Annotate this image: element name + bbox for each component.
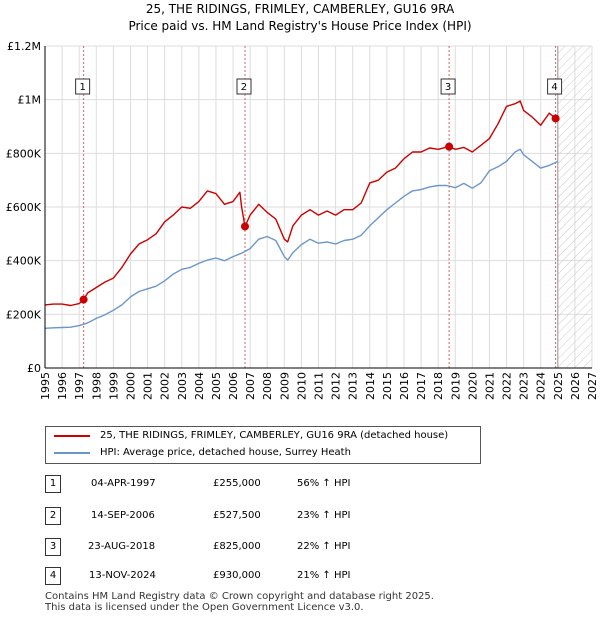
sale-date: 04-APR-1997 (91, 478, 156, 489)
x-tick-label: 1997 (73, 372, 86, 400)
x-tick-label: 2020 (466, 372, 479, 400)
sale-point (445, 142, 454, 151)
sale-hpi-delta: 23% ↑ HPI (297, 510, 351, 521)
x-tick-label: 2025 (552, 372, 565, 400)
footer-licence: This data is licensed under the Open Gov… (45, 602, 364, 613)
sale-hpi-delta: 22% ↑ HPI (297, 541, 351, 552)
sale-label-box (236, 78, 252, 95)
x-tick-label: 2022 (501, 372, 514, 400)
sale-price: £527,500 (213, 510, 261, 521)
legend-label-property: 25, THE RIDINGS, FRIMLEY, CAMBERLEY, GU1… (100, 430, 449, 441)
x-tick-label: 2008 (261, 372, 274, 400)
sale-date: 13-NOV-2024 (89, 570, 156, 581)
series-lines (44, 100, 559, 329)
legend: 25, THE RIDINGS, FRIMLEY, CAMBERLEY, GU1… (45, 426, 481, 464)
x-tick-label: 2007 (244, 372, 257, 400)
x-tick-label: 2023 (518, 372, 531, 400)
sale-label-box (547, 78, 563, 95)
hpi-series-line (44, 148, 559, 329)
sale-label-number: 4 (551, 82, 557, 93)
chart-title: 25, THE RIDINGS, FRIMLEY, CAMBERLEY, GU1… (146, 2, 455, 16)
x-tick-label: 2024 (535, 372, 548, 400)
y-tick-label: £400K (6, 255, 42, 268)
chart-subtitle: Price paid vs. HM Land Registry's House … (128, 19, 471, 33)
forecast-hatch (557, 46, 592, 368)
sale-hpi-delta: 56% ↑ HPI (297, 478, 351, 489)
sale-point (240, 222, 249, 231)
sale-points (79, 114, 560, 304)
sale-date: 23-AUG-2018 (88, 541, 156, 552)
x-tick-label: 2003 (176, 372, 189, 400)
sale-price: £825,000 (213, 541, 261, 552)
sale-point (551, 114, 560, 123)
x-tick-label: 2027 (586, 372, 599, 400)
sale-price: £930,000 (213, 570, 261, 581)
x-tick-label: 2006 (227, 372, 240, 400)
x-tick-label: 2014 (364, 372, 377, 400)
sale-number: 4 (45, 567, 61, 585)
sale-labels: 1 2 3 4 (75, 78, 563, 95)
x-tick-label: 2017 (415, 372, 428, 400)
footer-copyright: Contains HM Land Registry data © Crown c… (45, 591, 434, 602)
x-tick-label: 2010 (295, 372, 308, 400)
x-tick-label: 1996 (56, 372, 69, 400)
sale-label-number: 3 (445, 82, 451, 93)
forecast-region (557, 46, 592, 368)
y-tick-label: £1M (18, 94, 42, 107)
price-chart: 25, THE RIDINGS, FRIMLEY, CAMBERLEY, GU1… (6, 2, 599, 400)
x-tick-label: 2013 (347, 372, 360, 400)
y-tick-label: £800K (6, 147, 42, 160)
x-tick-label: 2012 (330, 372, 343, 400)
x-tick-label: 2002 (159, 372, 172, 400)
x-tick-label: 1998 (90, 372, 103, 400)
sale-number: 1 (45, 475, 61, 493)
axes: £0 £200K £400K £600K £800K £1M £1.2M 1995 1996 19… (6, 40, 599, 400)
sale-hpi-delta: 21% ↑ HPI (297, 570, 351, 581)
y-tick-label: £200K (6, 308, 42, 321)
grid-lines (44, 45, 593, 369)
x-tick-label: 2005 (210, 372, 223, 400)
x-tick-label: 2001 (142, 372, 155, 400)
legend-label-hpi: HPI: Average price, detached house, Surr… (100, 447, 351, 458)
y-tick-label: £600K (6, 201, 42, 214)
x-tick-label: 1995 (39, 372, 52, 400)
sale-label-box (440, 78, 456, 95)
sale-number: 2 (45, 507, 61, 525)
x-tick-label: 2015 (381, 372, 394, 400)
sale-date-lines (83, 46, 557, 368)
y-tick-label: £0 (27, 362, 41, 375)
sale-price: £255,000 (213, 478, 261, 489)
sale-label-number: 1 (79, 82, 85, 93)
sale-point (79, 295, 88, 304)
y-tick-label: £1.2M (7, 40, 41, 53)
legend-swatch-hpi (54, 452, 90, 454)
sale-date: 14-SEP-2006 (91, 510, 155, 521)
x-tick-label: 2009 (278, 372, 291, 400)
x-tick-label: 2021 (483, 372, 496, 400)
x-tick-label: 2016 (398, 372, 411, 400)
sale-label-number: 2 (241, 82, 247, 93)
property-series-line (44, 100, 559, 307)
x-tick-label: 2026 (569, 372, 582, 400)
x-tick-label: 2019 (449, 372, 462, 400)
legend-swatch-property (54, 435, 90, 437)
footer: Contains HM Land Registry data © Crown c… (45, 591, 434, 613)
sale-number: 3 (45, 538, 61, 556)
x-tick-label: 2011 (313, 372, 326, 400)
x-tick-label: 2004 (193, 372, 206, 400)
x-tick-label: 1999 (107, 372, 120, 400)
x-tick-label: 2000 (124, 372, 137, 400)
sale-label-box (75, 78, 91, 95)
x-tick-label: 2018 (432, 372, 445, 400)
